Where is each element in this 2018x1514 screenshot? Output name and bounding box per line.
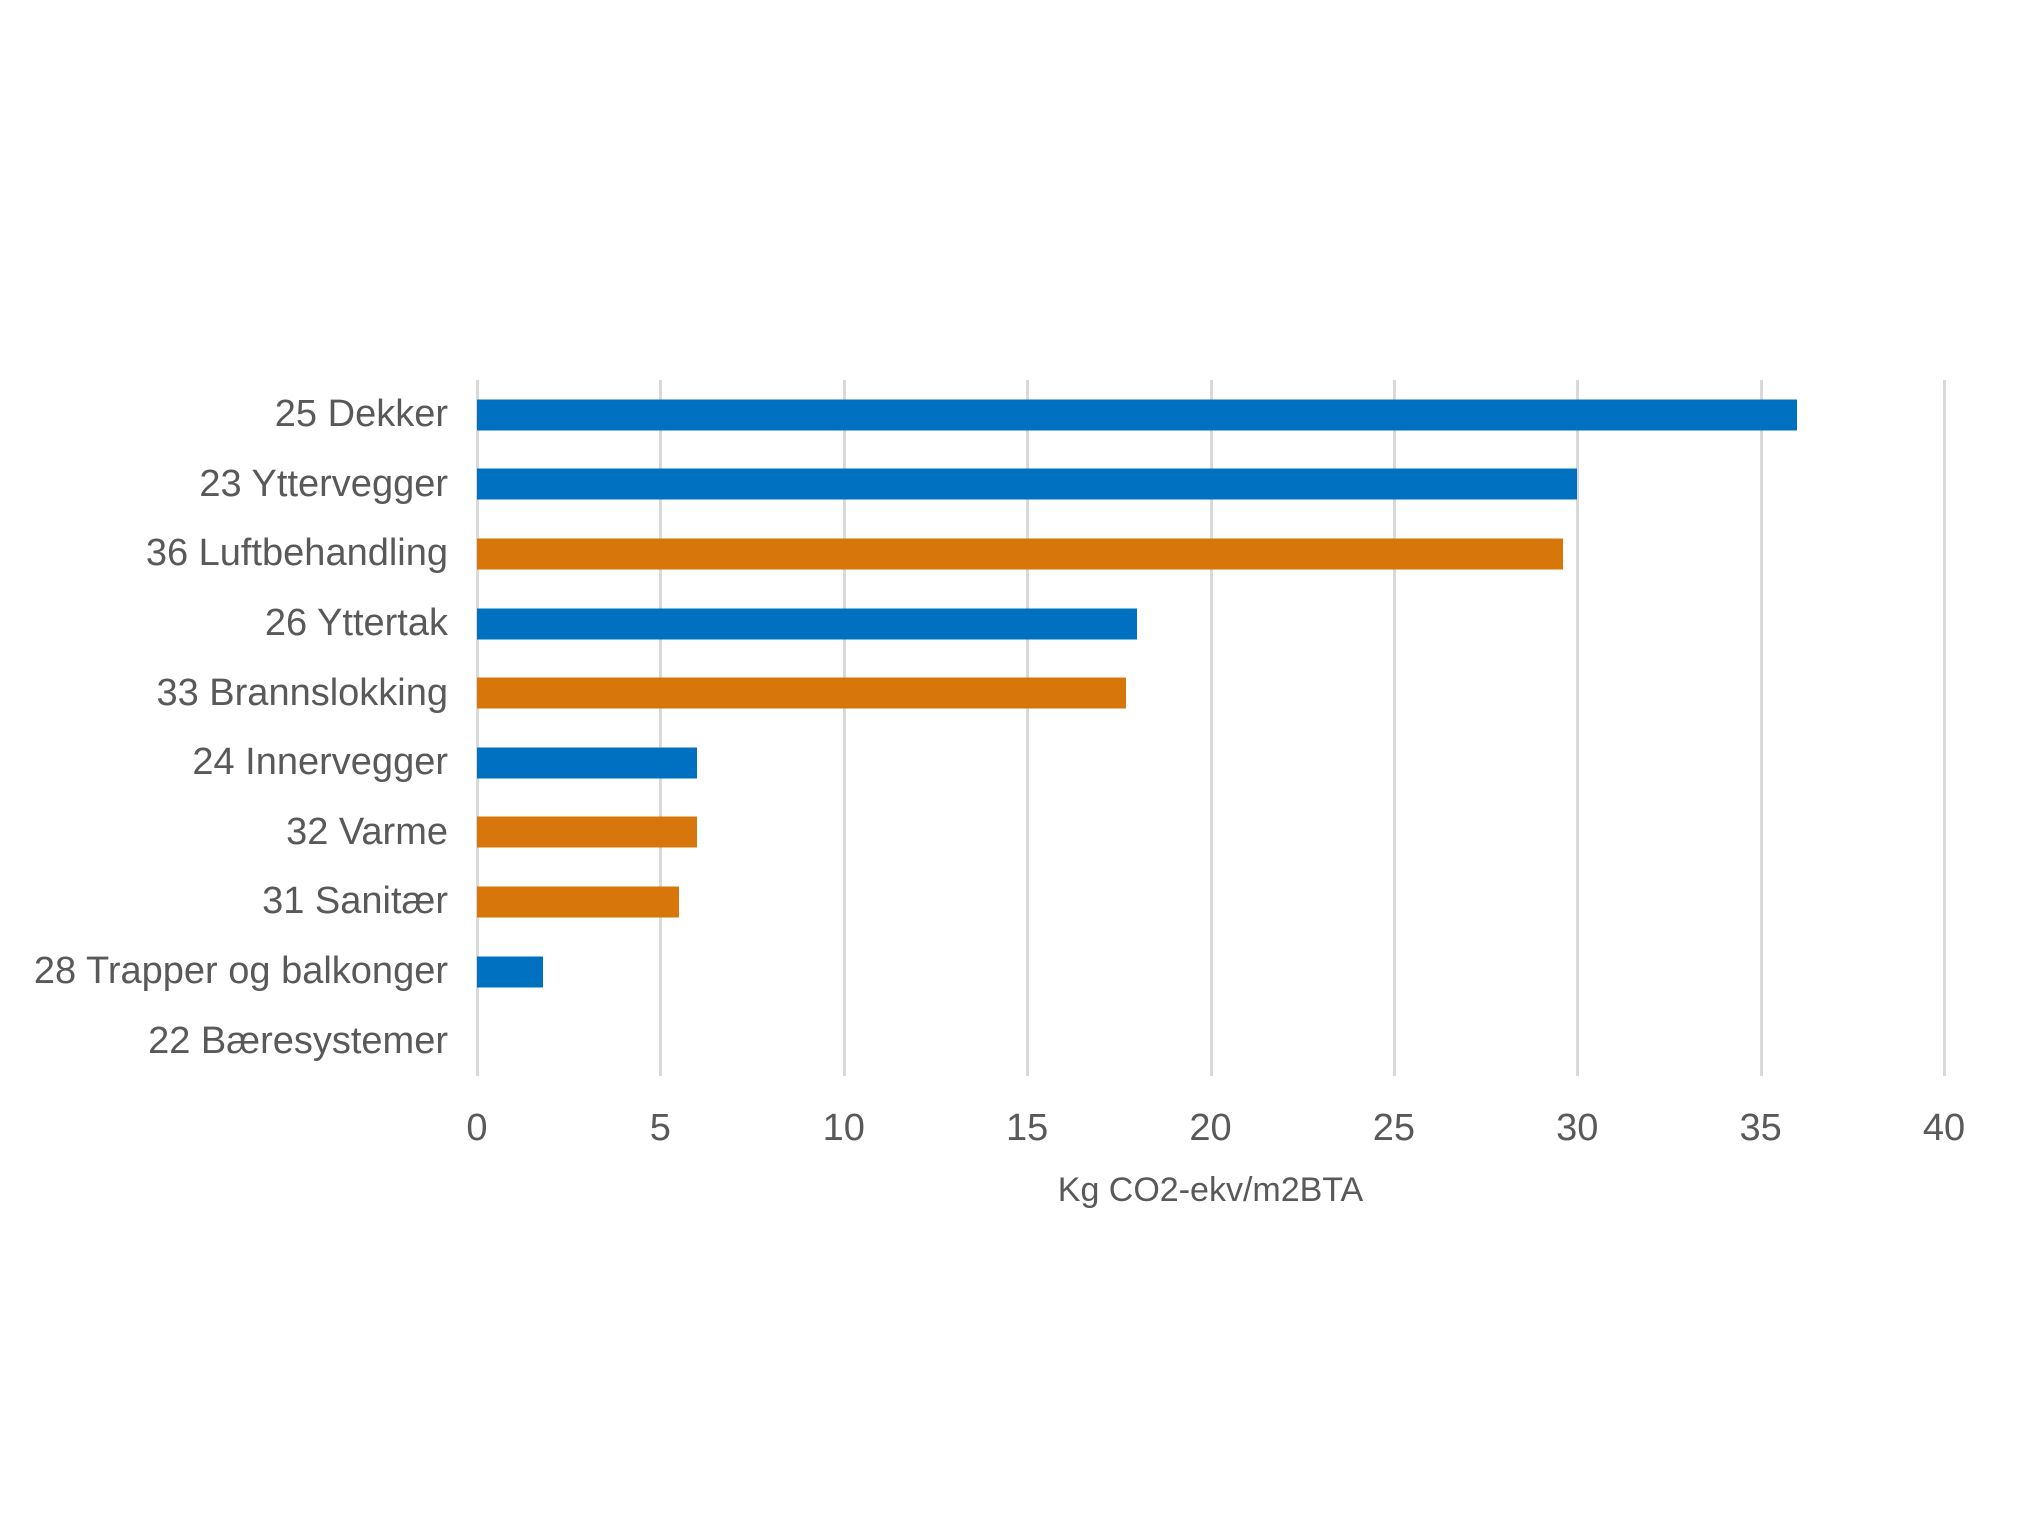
category-label: 33 Brannslokking — [156, 671, 448, 714]
category-label: 36 Luftbehandling — [145, 532, 448, 575]
category-label: 26 Yttertak — [264, 602, 448, 645]
bar — [477, 677, 1127, 709]
bar — [477, 399, 1798, 431]
category-label: 23 Yttervegger — [199, 462, 448, 505]
gridline — [842, 380, 846, 1076]
category-label: 31 Sanitær — [262, 880, 448, 923]
bar-row — [477, 589, 1944, 659]
bar-row — [477, 867, 1944, 937]
bar-row — [477, 937, 1944, 1007]
bar — [477, 538, 1563, 570]
x-tick-label: 15 — [1005, 1107, 1049, 1149]
x-tick-label: 35 — [1739, 1107, 1782, 1149]
bar — [477, 608, 1138, 640]
bar-row — [477, 380, 1944, 450]
bar-row — [477, 1006, 1944, 1076]
x-tick-label: 0 — [466, 1107, 488, 1149]
gridline — [1943, 380, 1946, 1076]
x-axis-title: Kg CO2-ekv/m2BTA — [1057, 1171, 1364, 1209]
y-axis-category-labels: 25 Dekker 23 Yttervegger 36 Luftbehandling… — [0, 380, 448, 1076]
bar — [477, 747, 698, 779]
category-label: 28 Trapper og balkonger — [33, 950, 448, 993]
gridline — [1209, 380, 1213, 1076]
x-tick-label: 10 — [822, 1107, 865, 1149]
x-tick-label: 5 — [649, 1107, 671, 1149]
x-tick-label: 30 — [1556, 1107, 1599, 1149]
bar — [477, 886, 679, 918]
bar-row — [477, 658, 1944, 728]
gridline — [1576, 380, 1580, 1076]
gridline — [659, 380, 663, 1076]
bar — [477, 816, 698, 848]
gridline — [476, 380, 479, 1076]
bar-row — [477, 519, 1944, 589]
gridline — [1759, 380, 1763, 1076]
category-label: 25 Dekker — [274, 393, 448, 436]
gridline — [1026, 380, 1030, 1076]
x-tick-label: 40 — [1922, 1107, 1966, 1149]
bar — [477, 468, 1578, 500]
x-axis-tick-labels: 0 5 10 15 20 25 30 35 40 — [466, 1104, 1965, 1152]
bar-row — [477, 798, 1944, 868]
gridline — [1392, 380, 1396, 1076]
bar-row — [477, 728, 1944, 798]
category-label: 22 Bæresystemer — [148, 1019, 448, 1062]
bar-row — [477, 450, 1944, 520]
category-label: 32 Varme — [286, 810, 448, 853]
x-tick-label: 25 — [1372, 1107, 1416, 1149]
x-tick-label: 20 — [1189, 1107, 1232, 1149]
bar — [477, 956, 543, 988]
plot-area — [476, 380, 1946, 1076]
category-label: 24 Innervegger — [192, 741, 448, 784]
